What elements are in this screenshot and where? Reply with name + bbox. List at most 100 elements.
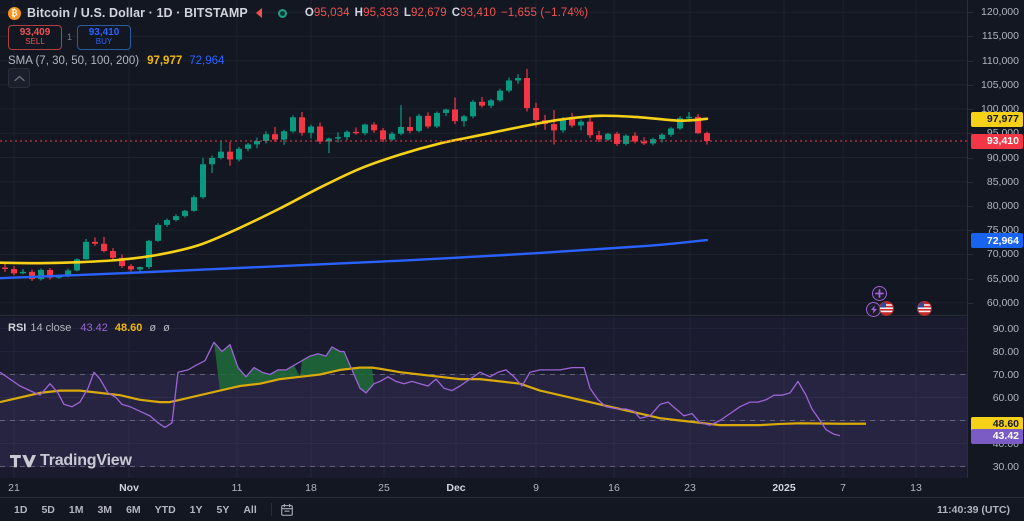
range-button-5y[interactable]: 5Y [216, 503, 230, 516]
sma-badge[interactable]: 97,977 [971, 111, 1023, 127]
rsi-legend-name: RSI [8, 321, 27, 334]
price-plot [0, 0, 968, 315]
time-tick-label: 25 [378, 482, 390, 494]
event-us-flag-1[interactable] [879, 301, 894, 316]
rsi-tick: 30.00 [992, 460, 1019, 473]
price-tick: 60,000 [986, 296, 1019, 309]
price-tick: 85,000 [986, 175, 1019, 188]
calendar-icon[interactable] [280, 503, 294, 517]
rsi-ma-badge[interactable]: 48.60 [971, 416, 1023, 432]
time-tick-label: 18 [305, 482, 317, 494]
utc-clock: 11:40:39 (UTC) [937, 503, 1010, 516]
buy-button[interactable]: 93,410 BUY [77, 24, 132, 50]
price-tick-mark [968, 109, 973, 111]
range-button-6m[interactable]: 6M [126, 503, 141, 516]
buy-sell-legend: 93,409 SELL 1 93,410 BUY [8, 24, 132, 50]
rsi-indicator-legend[interactable]: RSI 14 close 43.42 48.60 ø ø [8, 320, 170, 335]
price-tick-mark [968, 36, 973, 38]
rsi-legend-null-2: ø [163, 321, 170, 334]
rsi-legend-value-2: 48.60 [114, 321, 143, 334]
ohlc-open-value: 95,034 [313, 7, 350, 19]
ohlc-close-key: C [451, 7, 461, 19]
us-flag-icon [918, 302, 931, 315]
range-button-5d[interactable]: 5D [41, 503, 55, 516]
ohlc-high-value: 95,333 [363, 7, 399, 19]
price-tick-mark [968, 302, 973, 304]
buy-price: 93,410 [88, 26, 120, 38]
sma-legend-value-2: 72,964 [189, 54, 225, 67]
price-tick-mark [968, 12, 973, 14]
price-tick-mark [968, 84, 973, 86]
collapse-pane-button[interactable] [8, 68, 30, 88]
spread-value: 1 [67, 32, 73, 42]
time-tick-label: 16 [608, 482, 620, 494]
rsi-legend-value-1: 43.42 [80, 321, 108, 334]
ohlc-high-key: H [354, 7, 364, 19]
range-button-3m[interactable]: 3M [97, 503, 113, 516]
pane-divider[interactable] [0, 315, 1024, 316]
tradingview-watermark: TradingView [10, 452, 132, 470]
price-tick: 65,000 [986, 272, 1019, 285]
market-status-icon[interactable] [277, 8, 287, 18]
price-tick: 70,000 [986, 248, 1019, 261]
rsi-legend-params: 14 close [30, 321, 72, 334]
rsi-indicator-pane[interactable] [0, 317, 968, 478]
price-tick: 110,000 [981, 54, 1019, 67]
chart-flag-icon[interactable] [255, 7, 267, 19]
price-tick: 80,000 [986, 199, 1019, 212]
price-tick-mark [968, 181, 973, 183]
sma200-badge[interactable]: 72,964 [971, 233, 1023, 249]
range-button-1m[interactable]: 1M [68, 503, 84, 516]
price-tick: 90,000 [986, 151, 1019, 164]
axis-separator [967, 0, 968, 478]
rsi-tick: 70.00 [992, 368, 1019, 381]
time-tick-label: 11 [231, 482, 243, 494]
sell-price: 93,409 [19, 26, 51, 38]
us-flag-icon [880, 302, 893, 315]
ohlc-open-key: O [304, 7, 314, 19]
time-tick-label: 23 [684, 482, 696, 494]
price-tick: 115,000 [981, 30, 1019, 43]
range-button-1d[interactable]: 1D [14, 503, 28, 516]
bottom-toolbar: 1D 5D 1M 3M 6M YTD 1Y 5Y All 11:40:39 (UTC) [0, 497, 1024, 521]
ohlc-low-value: 92,679 [410, 7, 447, 19]
price-chart-pane[interactable] [0, 0, 968, 315]
price-tick-mark [968, 133, 973, 135]
time-scale[interactable]: 21 Nov 11 18 25 Dec 9 16 23 2025 7 13 [0, 478, 1024, 497]
symbol-title[interactable]: Bitcoin / U.S. Dollar · 1D · BITSTAMP [27, 6, 248, 20]
ohlc-change: −1,655 (−1.74%) [500, 7, 589, 19]
ohlc-values: O95,034 H95,333 L92,679 C93,410 −1,655 (−1.7… [305, 7, 588, 19]
rsi-value-badge[interactable]: 43.42 [971, 428, 1023, 444]
time-tick-label: 7 [840, 482, 846, 494]
toolbar-divider [270, 503, 272, 516]
sell-button[interactable]: 93,409 SELL [8, 24, 62, 50]
event-us-flag-2[interactable] [917, 301, 932, 316]
range-button-all[interactable]: All [243, 503, 257, 516]
time-tick-label: 9 [533, 482, 539, 494]
buy-label: BUY [95, 37, 113, 47]
sma-legend-value-1: 97,977 [147, 54, 183, 67]
rsi-tick: 80.00 [992, 345, 1019, 358]
bitcoin-icon: ₿ [8, 6, 21, 20]
rsi-tick: 60.00 [992, 391, 1019, 404]
range-button-1y[interactable]: 1Y [189, 503, 203, 516]
event-add-marker[interactable] [872, 286, 887, 301]
range-button-group: 1D 5D 1M 3M 6M YTD 1Y 5Y All [0, 502, 263, 518]
sma-indicator-legend[interactable]: SMA (7, 30, 50, 100, 200) 97,977 72,964 [8, 53, 224, 68]
chevron-up-icon [13, 75, 25, 81]
ohlc-low-key: L [403, 7, 411, 19]
price-scale[interactable]: 120,000115,000110,000105,000100,00095,00… [968, 0, 1024, 478]
time-tick-label: 21 [8, 482, 20, 494]
price-tick: 120,000 [981, 6, 1019, 19]
sma-legend-name: SMA (7, 30, 50, 100, 200) [8, 54, 140, 67]
price-tick-mark [968, 278, 973, 280]
plus-icon [875, 289, 884, 298]
price-tick-mark [968, 60, 973, 62]
price-tick-mark [968, 157, 973, 159]
tradingview-logo-icon [10, 454, 36, 467]
last-price-badge[interactable]: 93,410 [971, 133, 1023, 149]
price-tick-mark [968, 230, 973, 232]
range-button-ytd[interactable]: YTD [154, 503, 176, 516]
time-tick-label: 13 [910, 482, 922, 494]
